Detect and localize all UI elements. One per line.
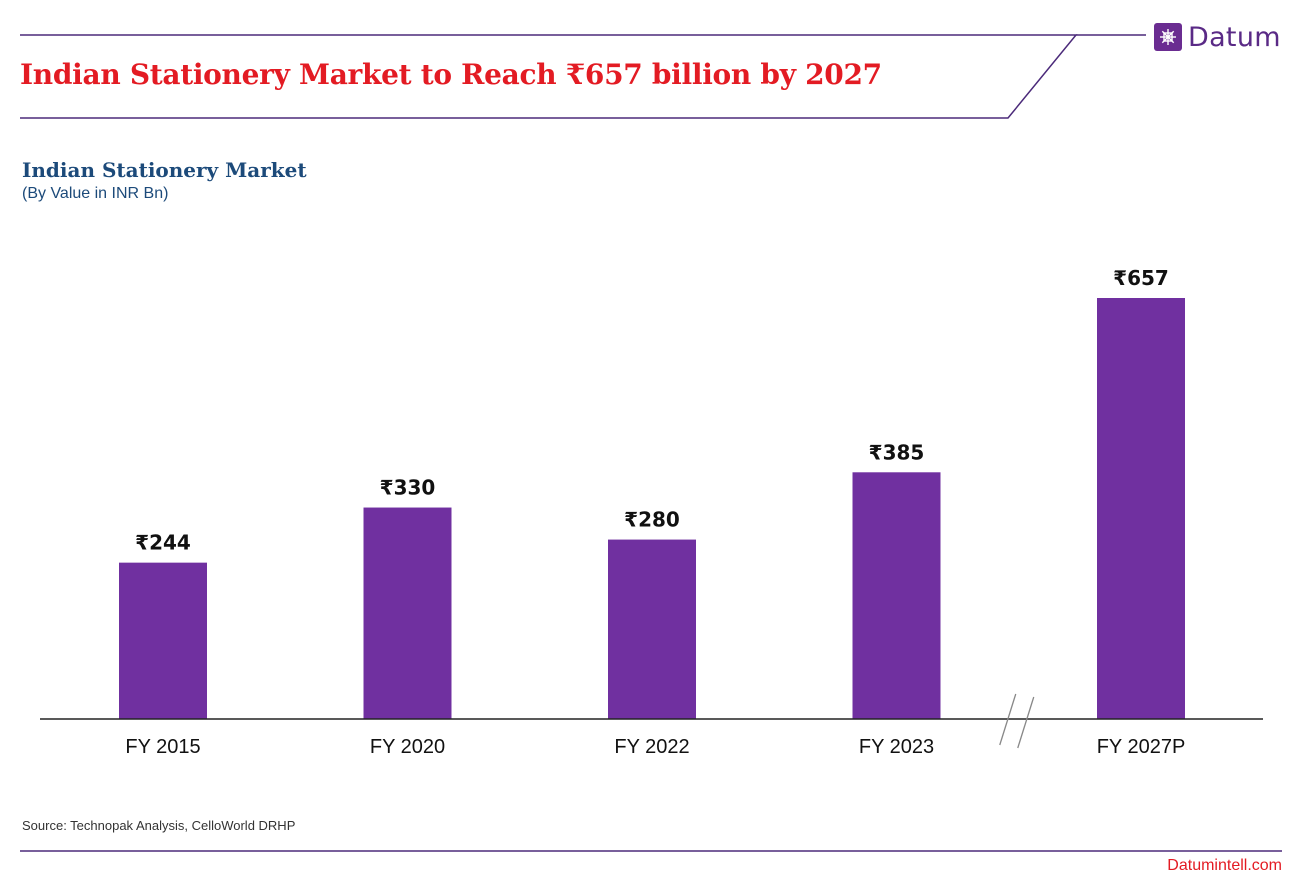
x-tick-label: FY 2022 xyxy=(614,736,689,758)
data-label: ₹280 xyxy=(624,508,680,532)
data-label: ₹330 xyxy=(380,476,436,500)
x-tick-label: FY 2015 xyxy=(125,736,200,758)
axis-break-mark xyxy=(999,693,1017,746)
page-headline: Indian Stationery Market to Reach ₹657 b… xyxy=(20,58,882,91)
chart-subtitle: (By Value in INR Bn) xyxy=(22,185,169,202)
datum-logo-text: Datum xyxy=(1188,21,1281,53)
site-link[interactable]: Datumintell.com xyxy=(1167,857,1282,874)
data-label: ₹385 xyxy=(869,440,925,464)
header-frame-line xyxy=(20,34,1078,119)
chart-title: Indian Stationery Market xyxy=(22,158,307,182)
bar-fy-2015 xyxy=(119,562,207,719)
axis-break-mark xyxy=(1017,696,1035,749)
bar-fy-2020 xyxy=(363,507,452,719)
source-note: Source: Technopak Analysis, CelloWorld D… xyxy=(22,818,296,833)
bar-fy-2023 xyxy=(852,472,941,719)
x-tick-label: FY 2020 xyxy=(370,736,445,758)
bar-fy-2027p xyxy=(1097,298,1185,719)
bar-fy-2022 xyxy=(608,539,696,719)
datum-logo: Datum xyxy=(1154,20,1281,54)
data-label: ₹244 xyxy=(135,531,191,555)
x-tick-label: FY 2023 xyxy=(859,736,934,758)
datum-logo-icon xyxy=(1154,23,1182,51)
data-label: ₹657 xyxy=(1113,266,1169,290)
x-tick-label: FY 2027P xyxy=(1097,736,1186,758)
